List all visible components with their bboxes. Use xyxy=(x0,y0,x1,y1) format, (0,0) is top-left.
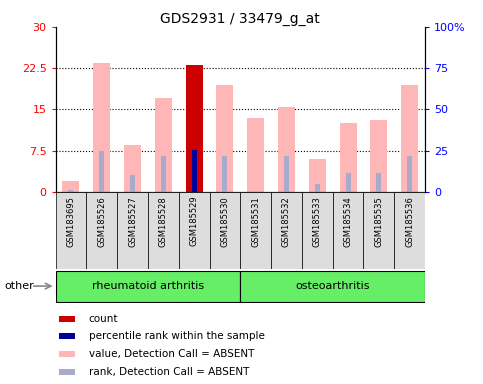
Text: GSM185535: GSM185535 xyxy=(374,196,384,247)
Text: GSM185530: GSM185530 xyxy=(220,196,229,247)
Bar xyxy=(345,173,351,192)
Bar xyxy=(56,192,86,269)
Text: other: other xyxy=(5,281,35,291)
Bar xyxy=(240,271,425,302)
Bar xyxy=(161,157,166,192)
Bar xyxy=(309,159,326,192)
Bar xyxy=(240,192,271,269)
Text: percentile rank within the sample: percentile rank within the sample xyxy=(89,331,265,341)
Text: GSM185529: GSM185529 xyxy=(190,196,199,247)
Bar xyxy=(222,157,227,192)
Bar xyxy=(302,192,333,269)
Text: GSM183695: GSM183695 xyxy=(67,196,75,247)
Bar xyxy=(99,151,104,192)
Text: osteoarthritis: osteoarthritis xyxy=(296,281,370,291)
Bar xyxy=(401,85,418,192)
Bar xyxy=(59,351,75,357)
Bar xyxy=(124,145,141,192)
Bar xyxy=(117,192,148,269)
Bar xyxy=(130,175,135,192)
Bar xyxy=(59,369,75,375)
Bar xyxy=(62,181,79,192)
Bar xyxy=(376,173,382,192)
Bar xyxy=(407,157,412,192)
Bar xyxy=(192,150,197,192)
Bar xyxy=(148,192,179,269)
Text: GSM185526: GSM185526 xyxy=(97,196,106,247)
Bar xyxy=(271,192,302,269)
Title: GDS2931 / 33479_g_at: GDS2931 / 33479_g_at xyxy=(160,12,320,26)
Text: GSM185528: GSM185528 xyxy=(159,196,168,247)
Bar xyxy=(278,107,295,192)
Bar xyxy=(315,184,320,192)
Bar xyxy=(210,192,240,269)
Bar xyxy=(56,271,241,302)
Bar xyxy=(179,192,210,269)
Bar xyxy=(93,63,110,192)
Bar xyxy=(59,316,75,322)
Bar xyxy=(370,121,387,192)
Bar xyxy=(394,192,425,269)
Text: GSM185534: GSM185534 xyxy=(343,196,353,247)
Bar xyxy=(59,333,75,339)
Text: GSM185532: GSM185532 xyxy=(282,196,291,247)
Bar xyxy=(247,118,264,192)
Text: rheumatoid arthritis: rheumatoid arthritis xyxy=(92,281,204,291)
Text: GSM185527: GSM185527 xyxy=(128,196,137,247)
Bar xyxy=(86,192,117,269)
Text: count: count xyxy=(89,314,118,324)
Bar xyxy=(185,65,202,192)
Bar xyxy=(185,65,202,192)
Bar xyxy=(364,192,394,269)
Bar xyxy=(155,98,172,192)
Text: GSM185536: GSM185536 xyxy=(405,196,414,247)
Text: rank, Detection Call = ABSENT: rank, Detection Call = ABSENT xyxy=(89,367,249,377)
Text: GSM185531: GSM185531 xyxy=(251,196,260,247)
Bar xyxy=(333,192,364,269)
Bar xyxy=(69,190,73,192)
Bar xyxy=(284,157,289,192)
Text: GSM185533: GSM185533 xyxy=(313,196,322,247)
Bar xyxy=(340,123,356,192)
Bar xyxy=(216,85,233,192)
Text: value, Detection Call = ABSENT: value, Detection Call = ABSENT xyxy=(89,349,254,359)
